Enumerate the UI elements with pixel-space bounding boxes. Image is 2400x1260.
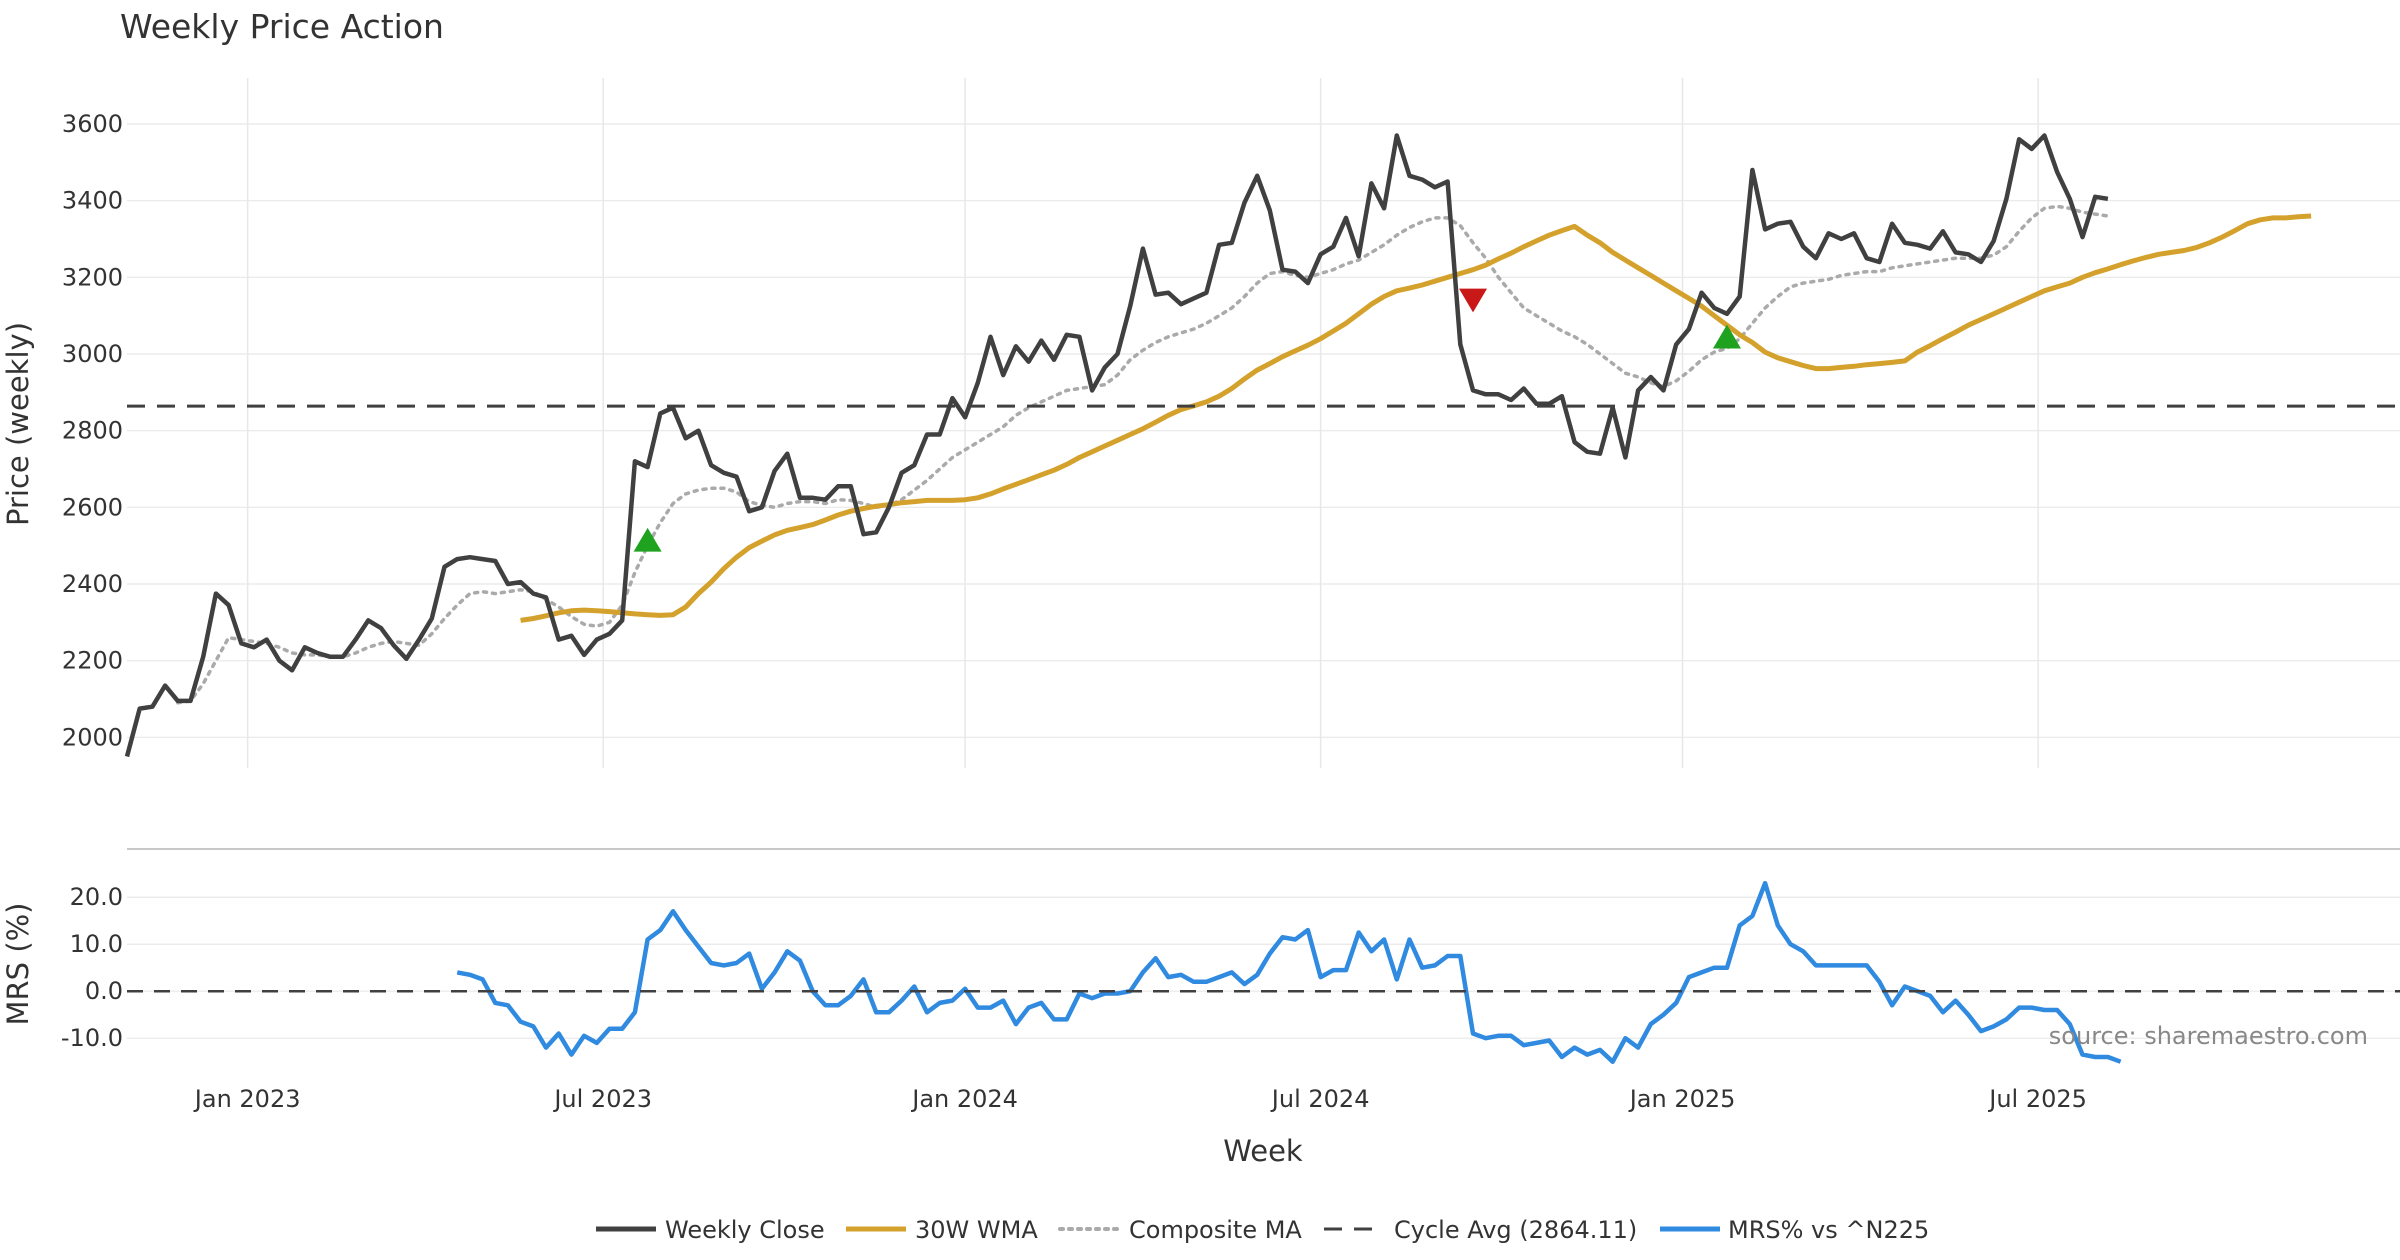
- x-tick-label: Jul 2024: [1270, 1085, 1370, 1113]
- price-y-tick-label: 2800: [62, 417, 123, 445]
- legend-item-close: Weekly Close: [596, 1216, 825, 1244]
- legend-label-composite: Composite MA: [1129, 1216, 1302, 1244]
- series-line-close: [127, 136, 2108, 757]
- price-y-tick-label: 3600: [62, 110, 123, 138]
- source-label: source: sharemaestro.com: [2049, 1022, 2368, 1050]
- legend-label-wma: 30W WMA: [915, 1216, 1038, 1244]
- signal-markers: [634, 289, 1741, 552]
- price-series: [127, 136, 2400, 757]
- mrs-y-tick-label: 20.0: [70, 883, 123, 911]
- mrs-y-ticks: -10.0 0.0 10.0 20.0: [61, 883, 123, 1052]
- price-y-ticks: 2000 2200 2400 2600 2800 3000 3200 3400 3600: [62, 110, 123, 751]
- weekly-price-chart: Weekly Price Action 2000 2200 2400 2600 2800…: [0, 0, 2400, 1260]
- chart-title: Weekly Price Action: [120, 7, 444, 46]
- price-grid: [127, 78, 2400, 768]
- x-tick-label: Jan 2023: [193, 1085, 301, 1113]
- buy-signal-marker: [634, 528, 662, 552]
- legend-label-mrs: MRS% vs ^N225: [1728, 1216, 1929, 1244]
- legend-item-mrs: MRS% vs ^N225: [1660, 1216, 1929, 1244]
- price-y-tick-label: 2600: [62, 493, 123, 521]
- price-y-tick-label: 3400: [62, 187, 123, 215]
- price-y-tick-label: 2200: [62, 647, 123, 675]
- sell-signal-marker: [1459, 289, 1487, 313]
- mrs-y-tick-label: -10.0: [61, 1024, 123, 1052]
- mrs-y-tick-label: 10.0: [70, 930, 123, 958]
- price-axis-label: Price (weekly): [1, 322, 35, 526]
- legend-label-cycle: Cycle Avg (2864.11): [1394, 1216, 1637, 1244]
- buy-signal-marker: [1713, 325, 1741, 349]
- x-tick-label: Jan 2025: [1628, 1085, 1736, 1113]
- x-ticks: Jan 2023 Jul 2023 Jan 2024 Jul 2024 Jan 2025…: [193, 1085, 2087, 1113]
- legend-item-composite: Composite MA: [1060, 1216, 1302, 1244]
- legend: Weekly Close 30W WMA Composite MA Cycle …: [596, 1216, 1929, 1244]
- x-tick-label: Jul 2025: [1987, 1085, 2087, 1113]
- series-line-mrs: [457, 883, 2120, 1061]
- mrs-y-tick-label: 0.0: [85, 977, 123, 1005]
- x-tick-label: Jul 2023: [552, 1085, 652, 1113]
- series-line-composite: [178, 206, 2108, 702]
- price-y-tick-label: 2400: [62, 570, 123, 598]
- x-tick-label: Jan 2024: [910, 1085, 1018, 1113]
- series-line-wma: [521, 216, 2312, 620]
- x-axis-label: Week: [1223, 1134, 1303, 1168]
- mrs-axis-label: MRS (%): [1, 903, 35, 1026]
- price-y-tick-label: 3000: [62, 340, 123, 368]
- legend-item-wma: 30W WMA: [846, 1216, 1038, 1244]
- price-y-tick-label: 3200: [62, 263, 123, 291]
- legend-label-close: Weekly Close: [665, 1216, 825, 1244]
- price-y-tick-label: 2000: [62, 723, 123, 751]
- legend-item-cycle: Cycle Avg (2864.11): [1324, 1216, 1637, 1244]
